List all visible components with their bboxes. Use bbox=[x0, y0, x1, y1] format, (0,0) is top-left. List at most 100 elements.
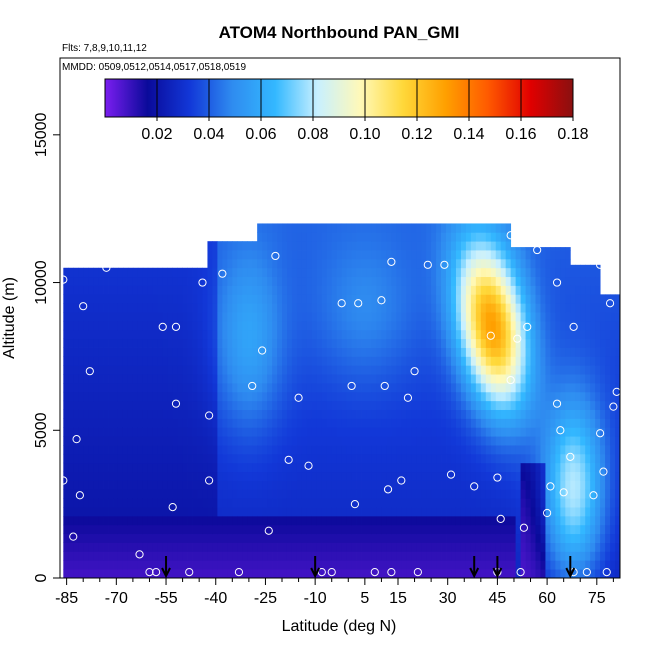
sample-point bbox=[612, 387, 620, 396]
flights-annotation: Flts: 7,8,9,10,11,12 bbox=[62, 43, 147, 54]
sample-point bbox=[556, 426, 565, 435]
sample-point bbox=[410, 367, 419, 376]
sample-point bbox=[576, 254, 585, 264]
chart-title: ATOM4 Northbound PAN_GMI bbox=[219, 23, 460, 42]
sample-point bbox=[397, 476, 406, 485]
sample-point bbox=[543, 508, 552, 518]
sample-point bbox=[72, 435, 81, 444]
sample-point bbox=[609, 402, 618, 411]
sample-point bbox=[496, 514, 505, 524]
x-tick-label: -55 bbox=[154, 590, 177, 607]
sample-point bbox=[493, 473, 502, 482]
sample-point bbox=[158, 322, 167, 331]
x-axis-title: Latitude (deg N) bbox=[282, 618, 397, 635]
sample-points bbox=[60, 231, 620, 577]
sample-point bbox=[533, 245, 542, 255]
sample-point bbox=[234, 567, 244, 577]
sample-point bbox=[546, 482, 555, 491]
heatmap-field bbox=[63, 223, 620, 578]
sample-point bbox=[596, 429, 605, 438]
sample-point bbox=[168, 502, 177, 512]
sample-point bbox=[470, 482, 479, 491]
sample-point bbox=[198, 278, 207, 287]
dates-annotation: MMDD: 0509,0512,0514,0517,0518,0519 bbox=[62, 62, 246, 73]
x-tick-label: -25 bbox=[254, 590, 277, 607]
x-tick-label: -10 bbox=[304, 590, 327, 607]
profile-arrow bbox=[310, 556, 321, 579]
sample-point bbox=[337, 299, 346, 308]
y-axis: 0 5000 10000 15000 bbox=[33, 112, 60, 582]
sample-point bbox=[605, 299, 615, 308]
sample-point bbox=[79, 302, 88, 311]
sample-point bbox=[589, 491, 598, 500]
sample-point bbox=[596, 260, 605, 269]
sample-point bbox=[383, 485, 393, 494]
x-tick-label: -40 bbox=[204, 590, 227, 607]
y-tick-label: 0 bbox=[33, 573, 50, 582]
sample-point bbox=[171, 322, 181, 331]
profile-arrow bbox=[161, 556, 171, 579]
colorbar-tick-label: 0.16 bbox=[505, 126, 536, 143]
sample-point bbox=[151, 567, 161, 577]
colorbar-tick-label: 0.10 bbox=[349, 126, 380, 143]
colorbar-tick-label: 0.18 bbox=[557, 126, 588, 143]
sample-point bbox=[413, 567, 422, 577]
sample-point bbox=[218, 269, 227, 278]
sample-point bbox=[271, 251, 280, 261]
sample-point bbox=[205, 476, 214, 485]
sample-point bbox=[552, 278, 562, 287]
sample-point bbox=[60, 476, 68, 485]
sample-point bbox=[523, 322, 532, 331]
sample-point bbox=[327, 567, 336, 577]
sample-point bbox=[446, 470, 456, 479]
colorbar-gradient bbox=[104, 78, 574, 118]
sample-point bbox=[387, 567, 396, 577]
sample-point bbox=[486, 331, 495, 340]
sample-point bbox=[135, 550, 144, 559]
profile-arrow bbox=[565, 556, 576, 579]
x-tick-label: 45 bbox=[488, 590, 506, 607]
sample-point bbox=[60, 275, 68, 284]
sample-point bbox=[69, 532, 78, 541]
x-tick-label: 75 bbox=[588, 590, 606, 607]
y-tick-label: 15000 bbox=[33, 112, 50, 157]
sample-point bbox=[304, 461, 313, 470]
sample-point bbox=[284, 455, 293, 464]
sample-point bbox=[423, 260, 432, 269]
x-tick-label: -85 bbox=[55, 590, 78, 607]
sample-point bbox=[552, 399, 562, 408]
sample-point bbox=[370, 567, 379, 577]
sample-point bbox=[440, 260, 449, 269]
profile-arrow bbox=[492, 556, 503, 579]
sample-point bbox=[506, 231, 515, 240]
sample-point bbox=[85, 367, 94, 376]
y-tick-label: 5000 bbox=[33, 412, 50, 448]
x-tick-label: 5 bbox=[360, 590, 369, 607]
sample-point bbox=[294, 393, 303, 402]
sample-point bbox=[347, 381, 356, 391]
x-tick-label: 60 bbox=[538, 590, 556, 607]
sample-point bbox=[185, 567, 194, 577]
sample-point bbox=[513, 334, 522, 343]
sample-point bbox=[380, 381, 389, 391]
sample-point bbox=[350, 500, 360, 509]
sample-point bbox=[519, 523, 529, 532]
sample-point bbox=[516, 567, 525, 577]
sample-point bbox=[566, 452, 575, 461]
sample-point bbox=[387, 257, 396, 266]
sample-point bbox=[264, 526, 273, 535]
plot-frame bbox=[59, 57, 621, 579]
profile-arrow bbox=[469, 556, 480, 579]
sample-point bbox=[506, 375, 515, 385]
colorbar: 0.02 0.04 0.06 0.08 0.10 0.12 0.14 0.16 0.18 bbox=[104, 78, 589, 143]
colorbar-tick-label: 0.04 bbox=[193, 126, 224, 143]
x-tick-label: 30 bbox=[439, 590, 457, 607]
sample-point bbox=[102, 263, 111, 272]
sample-point bbox=[377, 296, 386, 305]
y-tick-label: 10000 bbox=[33, 260, 50, 305]
sample-point bbox=[599, 467, 608, 476]
sample-point bbox=[205, 411, 214, 420]
sample-point bbox=[559, 488, 568, 497]
colorbar-ticks: 0.02 0.04 0.06 0.08 0.10 0.12 0.14 0.16 0.18 bbox=[141, 79, 589, 143]
